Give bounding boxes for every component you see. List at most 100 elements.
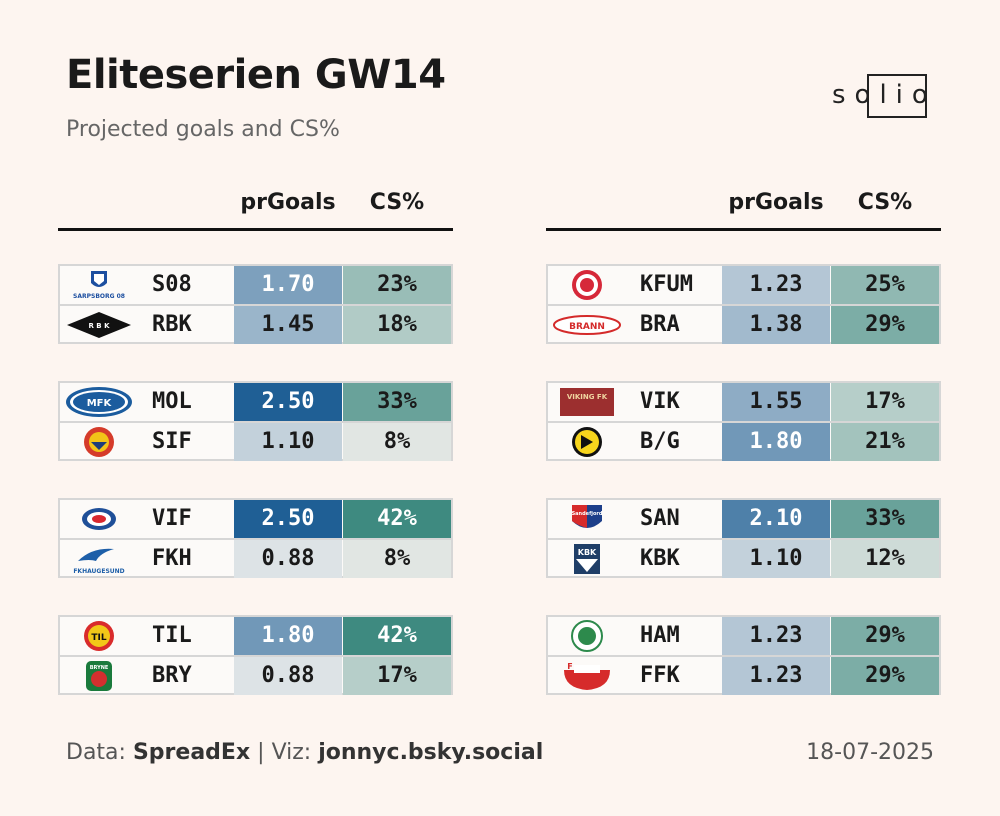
header-cs: CS%: [369, 190, 425, 215]
header-prgoals: prGoals: [728, 190, 824, 215]
team-row: BRYNE BRY 0.88 17%: [60, 655, 451, 695]
team-row: VIF 2.50 42%: [60, 500, 451, 538]
prgoals-cell: 1.70: [234, 266, 342, 304]
cs-cell: 29%: [831, 657, 939, 695]
header-cs: CS%: [857, 190, 913, 215]
team-crest: [64, 426, 134, 458]
team-code: MOL: [152, 389, 192, 414]
cs-cell: 29%: [831, 617, 939, 655]
team-crest: R B K: [64, 309, 134, 341]
prgoals-cell: 0.88: [234, 657, 342, 695]
fixture-block: SARPSBORG 08 S08 1.70 23% R B K RBK 1.45 18%: [58, 264, 453, 344]
team-crest: SARPSBORG 08: [64, 269, 134, 301]
cs-cell: 18%: [343, 306, 451, 344]
valerenga-crest-icon: [82, 508, 116, 530]
team-crest: FKHAUGESUND: [64, 543, 134, 575]
team-crest: [64, 503, 134, 535]
team-code: S08: [152, 272, 192, 297]
team-code: HAM: [640, 623, 680, 648]
prgoals-cell: 1.23: [722, 266, 830, 304]
team-crest: TIL: [64, 620, 134, 652]
fixture-block: VIKING FK VIK 1.55 17% B/G 1.80 21%: [546, 381, 941, 461]
svg-text:FKHAUGESUND: FKHAUGESUND: [73, 568, 124, 575]
team-code: FKH: [152, 546, 192, 571]
prgoals-cell: 2.50: [234, 383, 342, 421]
cs-cell: 8%: [343, 540, 451, 578]
team-code: BRA: [640, 312, 680, 337]
prgoals-cell: 0.88: [234, 540, 342, 578]
footer-viz-author: jonnyc.bsky.social: [318, 740, 544, 765]
svg-text:KBK: KBK: [578, 548, 597, 557]
prgoals-cell: 1.10: [722, 540, 830, 578]
cs-cell: 42%: [343, 617, 451, 655]
svg-text:VIKING FK: VIKING FK: [567, 393, 608, 401]
fixture-block: MFK MOL 2.50 33% SIF 1.10 8%: [58, 381, 453, 461]
solio-logo: solio: [832, 74, 940, 120]
fixture-block: Sandefjord SAN 2.10 33% KBK KBK 1.10 12%: [546, 498, 941, 578]
sandefjord-crest-icon: Sandefjord: [572, 505, 603, 528]
cs-cell: 33%: [343, 383, 451, 421]
team-row: SARPSBORG 08 S08 1.70 23%: [60, 266, 451, 304]
team-crest: [552, 426, 622, 458]
team-crest: Sandefjord: [552, 503, 622, 535]
team-crest: MFK: [64, 386, 134, 418]
logo-frame-icon: [867, 74, 927, 118]
stromsgodset-crest-icon: [84, 427, 114, 457]
team-row: MFK MOL 2.50 33%: [60, 383, 451, 421]
team-code: TIL: [152, 623, 192, 648]
prgoals-cell: 1.55: [722, 383, 830, 421]
prgoals-cell: 1.80: [722, 423, 830, 461]
team-row: F FFK 1.23 29%: [548, 655, 939, 695]
team-code: VIF: [152, 506, 192, 531]
svg-text:TIL: TIL: [91, 633, 106, 643]
team-row: B/G 1.80 21%: [548, 421, 939, 461]
team-crest: KBK: [552, 543, 622, 575]
molde-crest-icon: MFK: [66, 387, 132, 417]
prgoals-cell: 1.23: [722, 617, 830, 655]
svg-text:F: F: [567, 662, 572, 671]
prgoals-cell: 1.45: [234, 306, 342, 344]
cs-cell: 17%: [343, 657, 451, 695]
cs-cell: 17%: [831, 383, 939, 421]
svg-text:Sandefjord: Sandefjord: [572, 511, 603, 517]
footer-data-label: Data:: [66, 740, 126, 765]
team-row: Sandefjord SAN 2.10 33%: [548, 500, 939, 538]
footer-viz-label: Viz:: [271, 740, 312, 765]
team-row: R B K RBK 1.45 18%: [60, 304, 451, 344]
team-row: HAM 1.23 29%: [548, 617, 939, 655]
prgoals-cell: 1.38: [722, 306, 830, 344]
cs-cell: 23%: [343, 266, 451, 304]
cs-cell: 29%: [831, 306, 939, 344]
team-crest: VIKING FK: [552, 386, 622, 418]
footer-data-source: SpreadEx: [132, 740, 251, 765]
hamkam-crest-icon: [571, 620, 603, 652]
team-crest: F: [552, 660, 622, 692]
team-code: B/G: [640, 429, 680, 454]
svg-text:MFK: MFK: [87, 398, 113, 409]
brann-crest-icon: BRANN: [553, 315, 621, 335]
team-crest: [552, 620, 622, 652]
tromso-crest-icon: TIL: [84, 621, 114, 651]
footer-separator: |: [257, 740, 265, 765]
footer-credits: Data: SpreadEx | Viz: jonnyc.bsky.social: [66, 740, 543, 765]
cs-cell: 25%: [831, 266, 939, 304]
prgoals-cell: 2.50: [234, 500, 342, 538]
kbk-crest-icon: KBK: [574, 544, 600, 574]
right-fixtures-panel: prGoals CS% KFUM 1.23 25% BRANN BRA 1.38 29% VI…: [546, 190, 941, 695]
team-row: KBK KBK 1.10 12%: [548, 538, 939, 578]
team-code: RBK: [152, 312, 192, 337]
header-prgoals: prGoals: [240, 190, 336, 215]
team-crest: [552, 269, 622, 301]
table-header: prGoals CS%: [58, 190, 453, 231]
team-crest: BRYNE: [64, 660, 134, 692]
fixture-block: KFUM 1.23 25% BRANN BRA 1.38 29%: [546, 264, 941, 344]
cs-cell: 8%: [343, 423, 451, 461]
page-subtitle: Projected goals and CS%: [66, 117, 340, 142]
bodoglimt-crest-icon: [572, 427, 602, 457]
cs-cell: 21%: [831, 423, 939, 461]
page-title: Eliteserien GW14: [66, 52, 446, 98]
svg-text:BRYNE: BRYNE: [90, 665, 109, 671]
prgoals-cell: 1.80: [234, 617, 342, 655]
logo-text: solio: [832, 80, 937, 110]
